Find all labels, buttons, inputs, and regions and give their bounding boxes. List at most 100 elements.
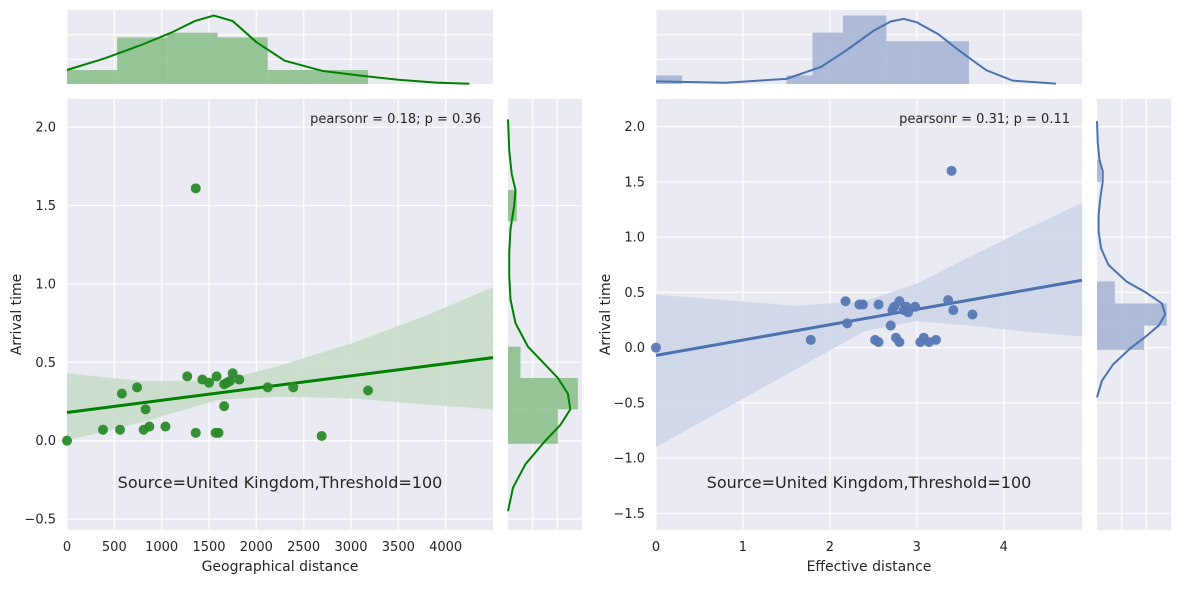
- y-tick-label: −0.5: [24, 513, 56, 528]
- y-tick-label: 0.5: [35, 356, 56, 371]
- regression-line: [66, 356, 494, 414]
- side-kde-curve: [507, 119, 572, 512]
- y-tick-label: 0.5: [624, 286, 645, 301]
- data-point: [316, 430, 327, 441]
- source-label: Source=United Kingdom,Threshold=100: [118, 473, 443, 492]
- data-point: [227, 368, 238, 379]
- data-point: [234, 374, 245, 385]
- x-tick-label: 4000: [429, 540, 462, 555]
- data-point: [943, 295, 954, 306]
- data-point: [842, 318, 853, 329]
- side-histogram-bar: [508, 377, 578, 410]
- data-point: [967, 309, 978, 320]
- data-point: [651, 342, 661, 353]
- y-axis-label: Arrival time: [9, 274, 25, 356]
- data-point: [213, 427, 224, 438]
- data-point: [903, 307, 914, 318]
- y-tick-label: 0.0: [35, 434, 56, 449]
- pearson-annotation: pearsonr = 0.18; p = 0.36: [310, 112, 481, 127]
- x-tick-label: 3: [913, 540, 921, 555]
- top-kde-curve: [655, 17, 1056, 85]
- x-axis-label: Geographical distance: [202, 559, 359, 575]
- top-histogram-bar: [656, 75, 683, 84]
- confidence-band: [67, 287, 493, 441]
- data-point: [873, 337, 884, 348]
- data-point: [930, 334, 941, 345]
- data-point: [948, 305, 959, 316]
- data-point: [805, 334, 816, 345]
- top-histogram-bar: [912, 41, 969, 84]
- data-point: [97, 424, 108, 435]
- confidence-band: [656, 202, 1082, 448]
- regression-line: [655, 278, 1083, 357]
- data-point: [873, 299, 884, 310]
- data-point: [946, 165, 957, 176]
- data-point: [288, 382, 299, 393]
- x-tick-label: 2000: [240, 540, 273, 555]
- x-tick-label: 3500: [382, 540, 415, 555]
- data-point: [363, 385, 374, 396]
- right-marginal-background: [508, 99, 582, 530]
- top-histogram-bar: [317, 70, 369, 84]
- data-point: [144, 421, 155, 432]
- y-axis-label: Arrival time: [598, 274, 614, 356]
- pearson-annotation: pearsonr = 0.31; p = 0.11: [899, 112, 1070, 127]
- y-tick-label: 1.5: [624, 175, 645, 190]
- data-point: [885, 320, 896, 331]
- x-tick-label: 0: [652, 540, 660, 555]
- data-point: [190, 183, 201, 194]
- data-point: [211, 371, 222, 382]
- data-point: [132, 382, 143, 393]
- y-tick-label: −1.0: [613, 452, 645, 467]
- data-point: [894, 296, 905, 307]
- data-point: [140, 404, 151, 415]
- data-point: [116, 388, 127, 399]
- x-tick-label: 0: [63, 540, 71, 555]
- y-tick-label: −1.5: [613, 507, 645, 522]
- data-point: [219, 401, 230, 412]
- data-point: [115, 424, 126, 435]
- top-histogram-bar: [786, 75, 813, 84]
- main-plot-background: [67, 99, 493, 530]
- data-point: [190, 427, 201, 438]
- y-tick-label: 1.5: [35, 199, 56, 214]
- x-tick-label: 1000: [145, 540, 178, 555]
- top-histogram-bar: [167, 32, 218, 84]
- data-point: [204, 377, 214, 388]
- side-histogram-bar: [508, 409, 558, 444]
- x-tick-label: 1500: [192, 540, 225, 555]
- data-point: [182, 371, 193, 382]
- side-histogram-bar: [508, 189, 517, 222]
- side-histogram-bar: [1097, 325, 1145, 350]
- x-tick-label: 500: [102, 540, 127, 555]
- left-jointplot: 0 500 1000 1500 2000 2500 3000 3500 4000 −0.5 0.0 0…: [9, 10, 582, 575]
- top-kde-curve: [66, 14, 470, 85]
- data-point: [262, 382, 273, 393]
- y-tick-label: 2.0: [624, 120, 645, 135]
- x-tick-label: 2: [826, 540, 834, 555]
- data-point: [910, 301, 921, 312]
- source-label: Source=United Kingdom,Threshold=100: [707, 473, 1032, 492]
- side-histogram-bar: [1097, 281, 1115, 304]
- data-point: [894, 337, 905, 348]
- data-point: [160, 421, 171, 432]
- data-point: [840, 296, 851, 307]
- x-tick-label: 3000: [334, 540, 367, 555]
- y-tick-label: 2.0: [35, 121, 56, 136]
- data-point: [857, 299, 868, 310]
- y-tick-label: 1.0: [624, 231, 645, 246]
- top-histogram-bar: [842, 15, 887, 84]
- x-tick-label: 2500: [287, 540, 320, 555]
- side-histogram-bar: [508, 346, 521, 378]
- x-tick-label: 1: [739, 540, 747, 555]
- x-axis-label: Effective distance: [807, 559, 932, 575]
- y-tick-label: 0.0: [624, 341, 645, 356]
- y-tick-label: −0.5: [613, 396, 645, 411]
- top-histogram-bar: [812, 32, 843, 84]
- top-histogram-bar: [67, 70, 118, 84]
- side-histogram-bar: [1097, 159, 1102, 182]
- data-point: [62, 435, 72, 446]
- side-histogram-bar: [1097, 303, 1167, 326]
- y-tick-label: 1.0: [35, 277, 56, 292]
